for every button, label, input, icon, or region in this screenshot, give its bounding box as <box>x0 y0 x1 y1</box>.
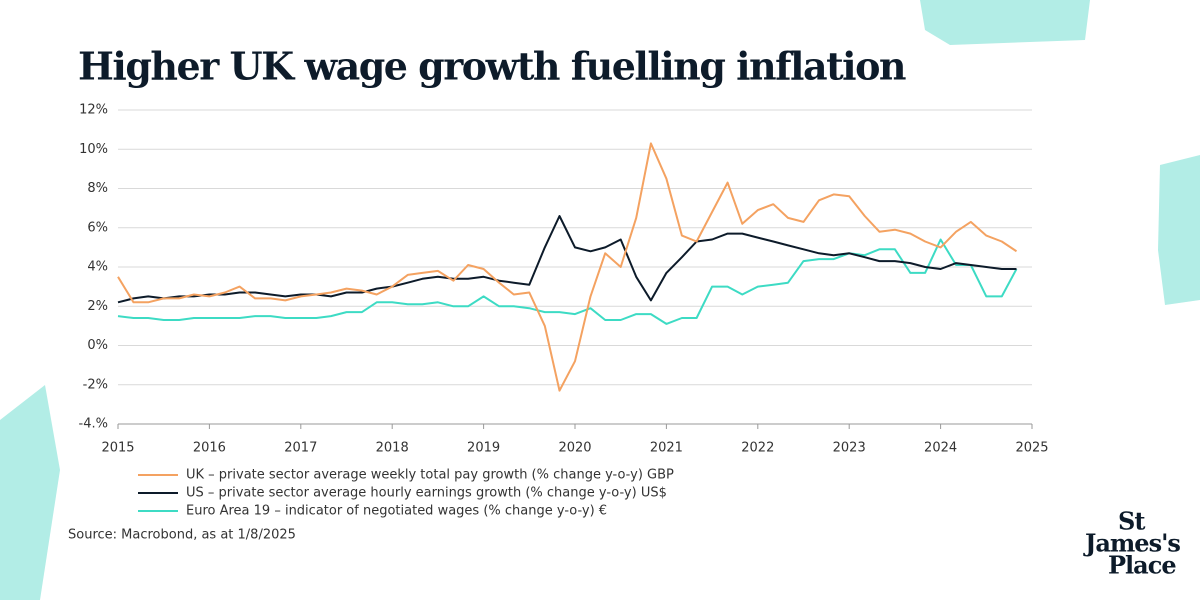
y-tick-label: -2% <box>83 377 108 392</box>
x-tick-label: 2015 <box>101 441 134 456</box>
y-tick-label: 10% <box>79 142 108 157</box>
series-line <box>117 142 1018 392</box>
y-tick-label: 4% <box>87 260 108 275</box>
y-tick-label: 2% <box>87 299 108 314</box>
decor-brush <box>920 0 1090 45</box>
decor-brush <box>1158 155 1200 305</box>
x-tick-label: 2017 <box>284 441 317 456</box>
legend-label: Euro Area 19 – indicator of negotiated w… <box>186 504 607 519</box>
y-tick-label: 0% <box>87 338 108 353</box>
x-tick-label: 2023 <box>833 441 866 456</box>
x-tick-label: 2016 <box>193 441 226 456</box>
logo-text: James's <box>1083 529 1180 558</box>
logo-text: St <box>1118 507 1145 536</box>
decor-brush <box>0 385 60 600</box>
series-line <box>117 215 1017 304</box>
legend-label: UK – private sector average weekly total… <box>186 468 674 483</box>
x-tick-label: 2018 <box>376 441 409 456</box>
series-line <box>117 238 1018 325</box>
x-tick-label: 2021 <box>650 441 683 456</box>
legend-label: US – private sector average hourly earni… <box>186 486 667 501</box>
x-tick-label: 2022 <box>741 441 774 456</box>
x-tick-label: 2020 <box>558 441 591 456</box>
y-tick-label: 12% <box>79 103 108 118</box>
logo-text: Place <box>1108 551 1176 580</box>
y-tick-label: 6% <box>87 220 108 235</box>
x-tick-label: 2025 <box>1015 441 1048 456</box>
source-note: Source: Macrobond, as at 1/8/2025 <box>68 528 296 543</box>
x-tick-label: 2019 <box>467 441 500 456</box>
y-tick-label: -4.% <box>79 417 108 432</box>
chart-title: Higher UK wage growth fuelling inflation <box>78 44 906 89</box>
y-tick-label: 8% <box>87 181 108 196</box>
x-tick-label: 2024 <box>924 441 957 456</box>
